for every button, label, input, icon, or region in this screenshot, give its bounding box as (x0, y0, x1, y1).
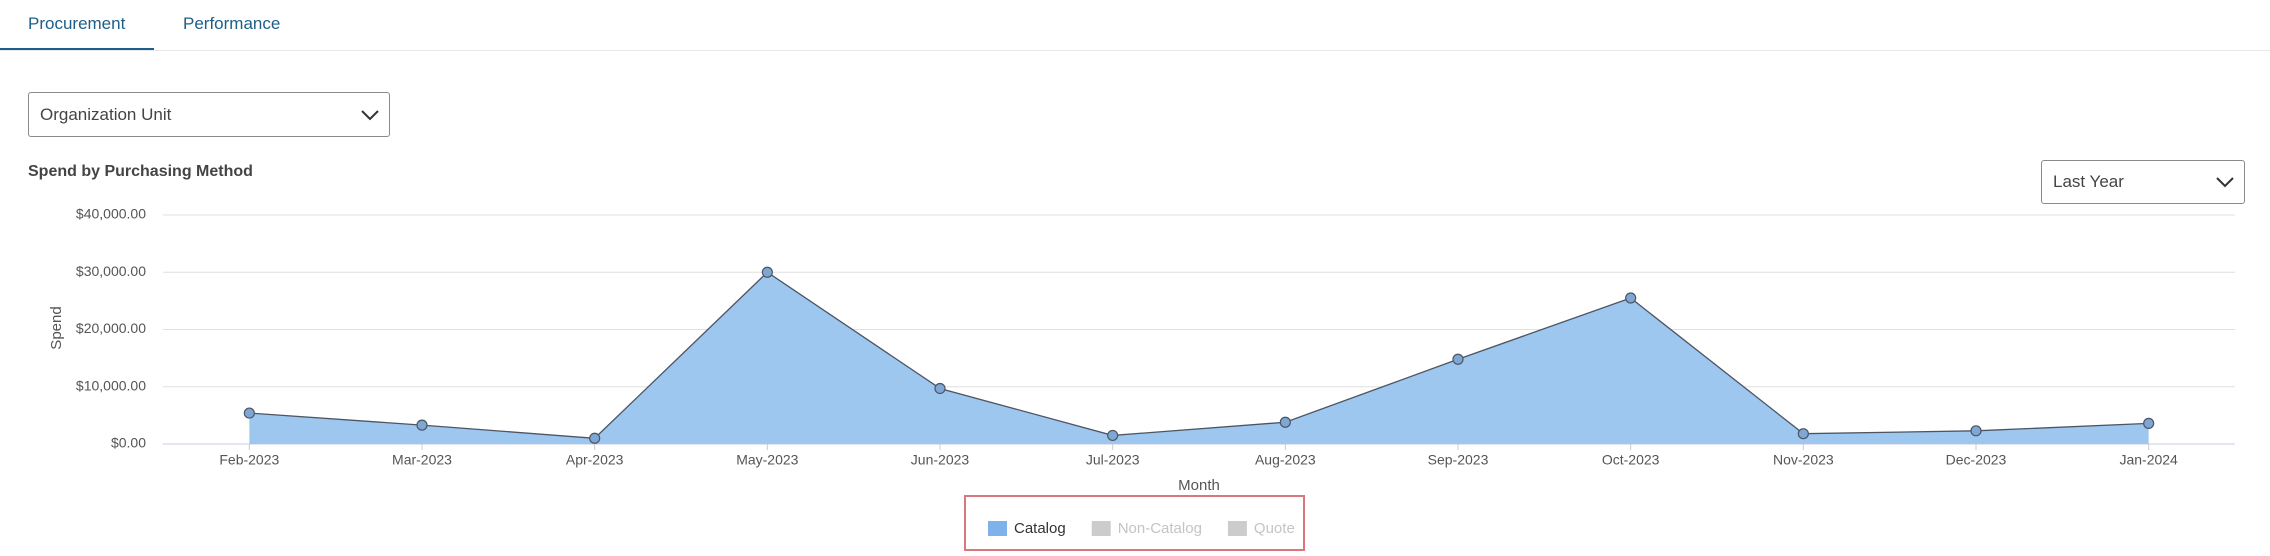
tab-underline (0, 48, 154, 50)
x-tick-label: May-2023 (736, 452, 798, 468)
dropdown-label: Last Year (2053, 172, 2124, 191)
tab[interactable]: Procurement (28, 14, 126, 33)
data-point[interactable] (589, 432, 601, 444)
tab-bar (0, 50, 2270, 51)
legend-label[interactable]: Catalog (1014, 520, 1066, 537)
line (249, 271, 2149, 439)
data-point[interactable] (1797, 428, 1809, 440)
x-tick-label: Jun-2023 (911, 452, 970, 468)
x-tick-label: Dec-2023 (1946, 452, 2007, 468)
chart-title: Spend by Purchasing Method (28, 163, 253, 180)
y-tick-label: $40,000.00 (76, 206, 146, 222)
x-axis-title: Month (1178, 477, 1220, 494)
x-tick-label: Mar-2023 (392, 452, 452, 468)
x-tick-label: Oct-2023 (1602, 452, 1660, 468)
data-point[interactable] (1279, 416, 1291, 428)
y-tick-label: $0.00 (111, 435, 146, 451)
x-tick-label: Aug-2023 (1255, 452, 1316, 468)
legend-swatch[interactable] (1227, 521, 1247, 536)
data-point[interactable] (416, 419, 428, 431)
data-point[interactable] (2143, 417, 2155, 429)
data-point[interactable] (934, 382, 946, 395)
tab[interactable]: Performance (183, 14, 281, 33)
y-axis-title: Spend (48, 306, 65, 349)
dropdown[interactable]: Last Year (2041, 160, 2245, 204)
legend-label[interactable]: Non-Catalog (1118, 520, 1202, 537)
data-point[interactable] (243, 407, 255, 419)
data-point[interactable] (761, 266, 773, 278)
data-point[interactable] (1107, 429, 1119, 442)
area (249, 272, 2149, 444)
legend-label[interactable]: Quote (1254, 520, 1295, 537)
legend-box (964, 495, 1305, 551)
data-point[interactable] (1452, 353, 1464, 365)
x-tick-label: Jul-2023 (1086, 452, 1140, 468)
y-tick-label: $20,000.00 (76, 320, 146, 336)
chevron (2216, 177, 2234, 188)
x-tick-label: Jan-2024 (2119, 452, 2178, 468)
x-tick-label: Feb-2023 (219, 452, 279, 468)
chevron (361, 109, 379, 120)
data-point[interactable] (1970, 425, 1982, 437)
legend-swatch[interactable] (1091, 521, 1111, 536)
x-tick-label: Sep-2023 (1428, 452, 1489, 468)
dropdown-label: Organization Unit (40, 104, 172, 124)
x-tick-label: Apr-2023 (566, 452, 624, 468)
y-tick-label: $30,000.00 (76, 263, 146, 279)
y-tick-label: $10,000.00 (76, 377, 146, 393)
x-tick-label: Nov-2023 (1773, 452, 1834, 468)
legend-swatch[interactable] (988, 521, 1007, 536)
data-point[interactable] (1625, 292, 1637, 304)
dropdown[interactable]: Organization Unit (28, 92, 390, 137)
